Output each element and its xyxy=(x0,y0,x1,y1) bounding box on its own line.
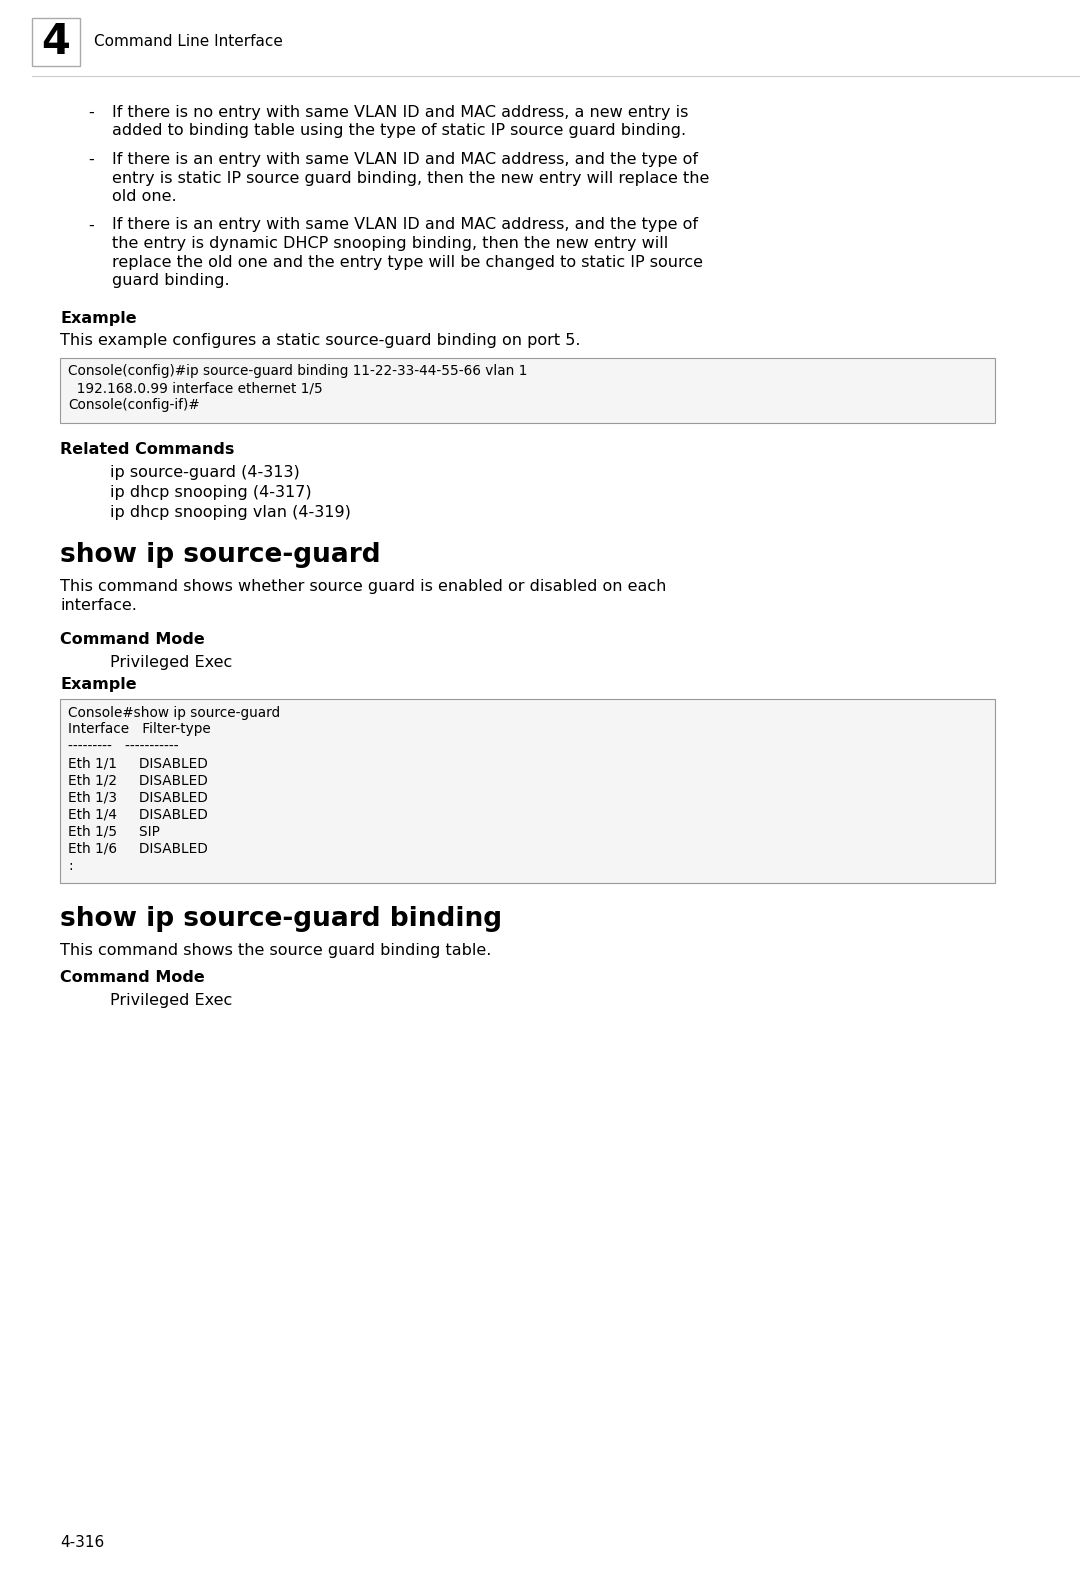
Text: ip source-guard (4-313): ip source-guard (4-313) xyxy=(110,465,300,479)
Text: Eth 1/3     DISABLED: Eth 1/3 DISABLED xyxy=(68,791,207,804)
Text: ---------   -----------: --------- ----------- xyxy=(68,739,178,754)
Text: Console(config-if)#: Console(config-if)# xyxy=(68,399,200,413)
Text: 4-316: 4-316 xyxy=(60,1535,105,1550)
Text: ip dhcp snooping vlan (4-319): ip dhcp snooping vlan (4-319) xyxy=(110,504,351,520)
Text: Example: Example xyxy=(60,311,137,327)
FancyBboxPatch shape xyxy=(32,17,80,66)
Text: -: - xyxy=(87,152,94,166)
Text: Command Mode: Command Mode xyxy=(60,970,205,986)
Text: Command Line Interface: Command Line Interface xyxy=(94,35,283,50)
Text: Eth 1/2     DISABLED: Eth 1/2 DISABLED xyxy=(68,774,207,788)
FancyBboxPatch shape xyxy=(60,699,995,882)
Text: -: - xyxy=(87,218,94,232)
FancyBboxPatch shape xyxy=(60,358,995,422)
Text: Eth 1/1     DISABLED: Eth 1/1 DISABLED xyxy=(68,757,207,771)
Text: Eth 1/6     DISABLED: Eth 1/6 DISABLED xyxy=(68,842,207,856)
Text: If there is an entry with same VLAN ID and MAC address, and the type of: If there is an entry with same VLAN ID a… xyxy=(112,218,698,232)
Text: If there is no entry with same VLAN ID and MAC address, a new entry is: If there is no entry with same VLAN ID a… xyxy=(112,105,688,119)
Text: interface.: interface. xyxy=(60,598,137,612)
Text: Example: Example xyxy=(60,677,137,691)
Text: replace the old one and the entry type will be changed to static IP source: replace the old one and the entry type w… xyxy=(112,254,703,270)
Text: Privileged Exec: Privileged Exec xyxy=(110,992,232,1008)
Text: This command shows the source guard binding table.: This command shows the source guard bind… xyxy=(60,942,491,958)
Text: old one.: old one. xyxy=(112,188,177,204)
Text: show ip source-guard: show ip source-guard xyxy=(60,543,380,568)
Text: the entry is dynamic DHCP snooping binding, then the new entry will: the entry is dynamic DHCP snooping bindi… xyxy=(112,236,669,251)
Text: 4: 4 xyxy=(41,20,70,63)
Text: ip dhcp snooping (4-317): ip dhcp snooping (4-317) xyxy=(110,485,312,499)
Text: Eth 1/5     SIP: Eth 1/5 SIP xyxy=(68,824,160,838)
Text: -: - xyxy=(87,105,94,119)
Text: Command Mode: Command Mode xyxy=(60,633,205,647)
Text: This example configures a static source-guard binding on port 5.: This example configures a static source-… xyxy=(60,333,581,349)
Text: show ip source-guard binding: show ip source-guard binding xyxy=(60,906,502,933)
Text: 192.168.0.99 interface ethernet 1/5: 192.168.0.99 interface ethernet 1/5 xyxy=(68,382,323,396)
Text: Interface   Filter-type: Interface Filter-type xyxy=(68,722,211,736)
Text: Privileged Exec: Privileged Exec xyxy=(110,655,232,669)
Text: :: : xyxy=(68,859,72,873)
Text: Eth 1/4     DISABLED: Eth 1/4 DISABLED xyxy=(68,807,207,821)
Text: Related Commands: Related Commands xyxy=(60,443,234,457)
Text: If there is an entry with same VLAN ID and MAC address, and the type of: If there is an entry with same VLAN ID a… xyxy=(112,152,698,166)
Text: entry is static IP source guard binding, then the new entry will replace the: entry is static IP source guard binding,… xyxy=(112,171,710,185)
Text: guard binding.: guard binding. xyxy=(112,273,230,287)
Text: Console(config)#ip source-guard binding 11-22-33-44-55-66 vlan 1: Console(config)#ip source-guard binding … xyxy=(68,364,527,378)
Text: Console#show ip source-guard: Console#show ip source-guard xyxy=(68,705,280,719)
Text: This command shows whether source guard is enabled or disabled on each: This command shows whether source guard … xyxy=(60,578,666,593)
Text: added to binding table using the type of static IP source guard binding.: added to binding table using the type of… xyxy=(112,124,686,138)
